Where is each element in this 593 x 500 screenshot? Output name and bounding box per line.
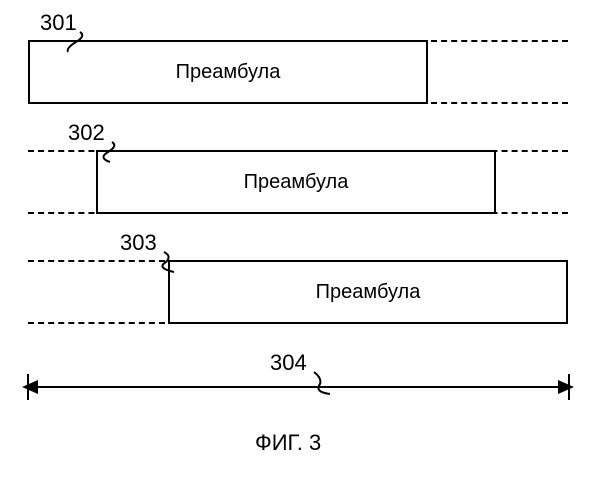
- ref-301: 301: [40, 10, 77, 36]
- ref-303: 303: [120, 230, 157, 256]
- dimension-arrow-left: [22, 380, 38, 394]
- preamble-box-303: Преамбула: [168, 260, 568, 324]
- preamble-label-301: Преамбула: [176, 61, 281, 84]
- preamble-box-301: Преамбула: [28, 40, 428, 104]
- ref-302: 302: [68, 120, 105, 146]
- ref-304: 304: [270, 350, 307, 376]
- figure-caption: ФИГ. 3: [255, 430, 321, 456]
- dimension-tick-right: [568, 374, 570, 400]
- preamble-box-302: Преамбула: [96, 150, 496, 214]
- figure-canvas: Преамбула 301 Преамбула 302 Преамбула 30…: [0, 0, 593, 500]
- preamble-label-302: Преамбула: [244, 171, 349, 194]
- preamble-label-303: Преамбула: [316, 281, 421, 304]
- dimension-arrow-right: [558, 380, 574, 394]
- dimension-line-304: [36, 386, 560, 388]
- dimension-tick-left: [27, 374, 29, 400]
